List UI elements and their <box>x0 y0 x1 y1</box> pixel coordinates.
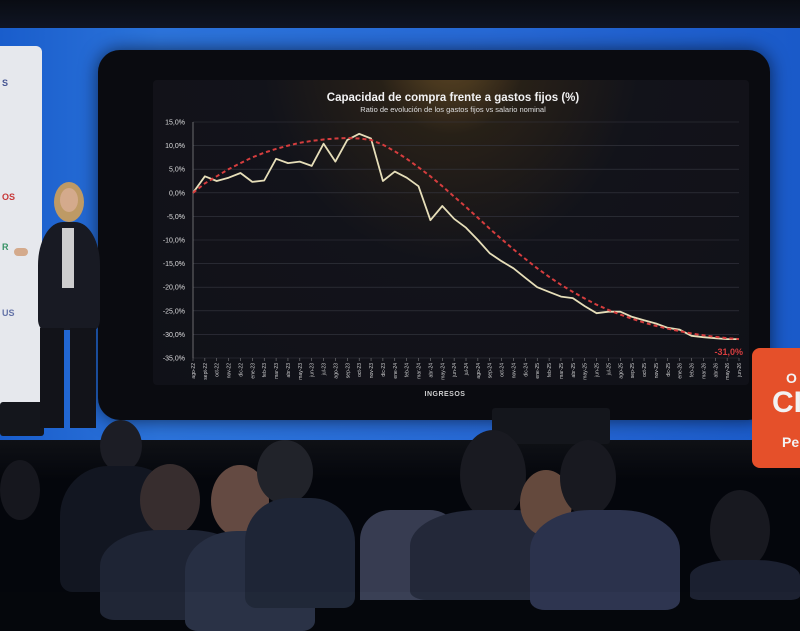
x-tick-label: jul-24 <box>464 363 470 376</box>
x-tick-label: sept-22 <box>203 363 209 380</box>
x-tick-label: jun-25 <box>595 363 601 378</box>
x-tick-label: feb-24 <box>405 363 411 377</box>
presenter-shirt <box>62 228 74 288</box>
x-axis: ago-22 sept-22 oct-22 nov-22 dic-22 ene-23 feb… <box>191 358 743 380</box>
x-tick-label: oct-23 <box>357 363 363 377</box>
x-tick-label: jul-23 <box>322 363 328 376</box>
chart-title: Capacidad de compra frente a gastos fijo… <box>327 92 580 104</box>
x-tick-label: ene-25 <box>535 363 541 379</box>
y-axis: 15,0% 10,0% 5,0% 0,0% -5,0% -10,0% -15,0% -20,0… <box>163 120 193 363</box>
x-tick-label: feb-25 <box>547 363 553 377</box>
y-tick-label: 5,0% <box>169 167 185 174</box>
logo-ring: O <box>786 370 797 386</box>
logo-big-text: CI <box>772 386 800 420</box>
banner-fragment: R <box>2 242 9 252</box>
x-tick-label: may-26 <box>725 363 731 380</box>
presenter-face <box>60 188 78 212</box>
x-tick-label: may-23 <box>298 363 304 380</box>
x-tick-label: abr-23 <box>286 363 292 378</box>
x-tick-label: sep-24 <box>488 363 494 379</box>
x-tick-label: jun-26 <box>737 363 743 378</box>
y-tick-label: -25,0% <box>163 308 185 315</box>
x-tick-label: ago-23 <box>333 363 339 379</box>
x-tick-label: abr-26 <box>713 363 719 378</box>
presenter-leg <box>70 328 96 428</box>
y-tick-label: -15,0% <box>163 261 185 268</box>
presenter-leg <box>40 328 64 428</box>
x-tick-label: sep-25 <box>630 363 636 379</box>
x-tick-label: jun-23 <box>310 363 316 378</box>
x-tick-label: mar-23 <box>274 363 280 379</box>
y-tick-label: -5,0% <box>167 214 185 221</box>
ratio-line <box>193 134 739 339</box>
line-chart: Capacidad de compra frente a gastos fijo… <box>153 80 749 385</box>
y-tick-label: 15,0% <box>165 120 185 127</box>
banner-fragment: S <box>2 78 8 88</box>
annotations: -31,0% <box>714 347 743 357</box>
x-tick-label: may-25 <box>583 363 589 380</box>
x-tick-label: ene-26 <box>678 363 684 379</box>
x-tick-label: abr-24 <box>428 363 434 378</box>
x-tick-label: sep-23 <box>345 363 351 379</box>
x-tick-label: nov-25 <box>654 363 660 379</box>
y-tick-label: -20,0% <box>163 285 185 292</box>
y-tick-label: -35,0% <box>163 356 185 363</box>
x-tick-label: feb-26 <box>690 363 696 377</box>
projection-screen: Capacidad de compra frente a gastos fijo… <box>153 80 749 385</box>
presenter <box>10 180 110 430</box>
x-tick-label: ago-25 <box>618 363 624 379</box>
x-tick-label: jun-24 <box>452 363 458 378</box>
chart-subtitle: Ratio de evolución de los gastos fijos v… <box>360 105 546 114</box>
x-tick-label: ene-24 <box>393 363 399 379</box>
y-tick-label: 0,0% <box>169 190 185 197</box>
x-tick-label: ago-22 <box>191 363 197 379</box>
x-tick-label: oct-24 <box>500 363 506 377</box>
x-tick-label: dic-23 <box>381 363 387 377</box>
y-tick-label: -10,0% <box>163 238 185 245</box>
x-tick-label: oct-22 <box>215 363 221 377</box>
x-tick-label: dic-25 <box>666 363 672 377</box>
end-value-label: -31,0% <box>714 347 743 357</box>
y-tick-label: -30,0% <box>163 332 185 339</box>
x-tick-label: mar-24 <box>417 363 423 379</box>
x-tick-label: oct-25 <box>642 363 648 377</box>
x-tick-label: dic-22 <box>238 363 244 377</box>
trend-line-dashed <box>193 138 739 339</box>
x-tick-label: ene-23 <box>250 363 256 379</box>
x-tick-label: feb-23 <box>262 363 268 377</box>
x-tick-label: mar-26 <box>701 363 707 379</box>
y-tick-label: 10,0% <box>165 143 185 150</box>
presenter-hand <box>14 248 28 256</box>
ceiling <box>0 0 800 30</box>
x-tick-label: may-24 <box>440 363 446 380</box>
x-tick-label: nov-23 <box>369 363 375 379</box>
x-tick-label: ago-24 <box>476 363 482 379</box>
x-tick-label: dic-24 <box>523 363 529 377</box>
grid-lines <box>193 122 739 358</box>
x-tick-label: nov-24 <box>511 363 517 379</box>
x-tick-label: abr-25 <box>571 363 577 378</box>
x-tick-label: nov-22 <box>227 363 233 379</box>
audience <box>0 420 800 592</box>
x-tick-label: mar-25 <box>559 363 565 379</box>
x-tick-label: jul-25 <box>606 363 612 376</box>
series-lines <box>193 134 739 339</box>
screen-footer-label: INGRESOS <box>395 391 495 398</box>
